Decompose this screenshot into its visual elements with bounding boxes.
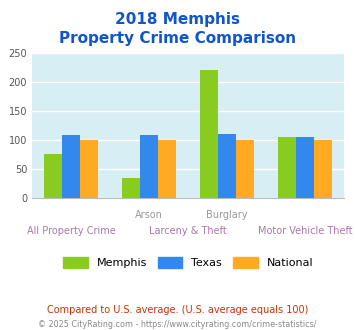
Bar <box>236 140 254 198</box>
Legend: Memphis, Texas, National: Memphis, Texas, National <box>63 256 313 268</box>
Bar <box>62 135 80 198</box>
Text: Motor Vehicle Theft: Motor Vehicle Theft <box>258 226 353 236</box>
Text: Larceny & Theft: Larceny & Theft <box>149 226 227 236</box>
Bar <box>122 178 140 198</box>
Text: 2018 Memphis: 2018 Memphis <box>115 12 240 26</box>
Text: All Property Crime: All Property Crime <box>27 226 115 236</box>
Bar <box>158 140 176 198</box>
Text: Compared to U.S. average. (U.S. average equals 100): Compared to U.S. average. (U.S. average … <box>47 305 308 315</box>
Bar <box>44 154 62 198</box>
Bar <box>80 140 98 198</box>
Text: Arson: Arson <box>135 210 163 220</box>
Text: Burglary: Burglary <box>207 210 248 220</box>
Text: Property Crime Comparison: Property Crime Comparison <box>59 31 296 46</box>
Bar <box>278 137 296 198</box>
Bar <box>218 134 236 198</box>
Bar <box>200 70 218 198</box>
Text: © 2025 CityRating.com - https://www.cityrating.com/crime-statistics/: © 2025 CityRating.com - https://www.city… <box>38 320 317 329</box>
Bar <box>140 135 158 198</box>
Bar <box>296 137 314 198</box>
Bar <box>314 140 332 198</box>
